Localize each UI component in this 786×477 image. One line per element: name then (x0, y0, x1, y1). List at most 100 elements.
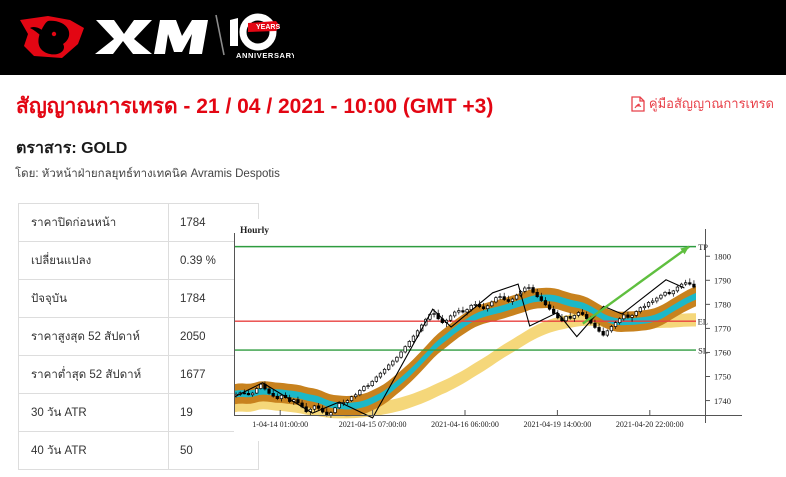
table-row: ราคาต่ำสุด 52 สัปดาห์ 1677 (18, 355, 259, 394)
candle-body (667, 291, 671, 295)
candle-body (568, 316, 572, 319)
candle-body (601, 330, 605, 336)
y-tick-label: 1780 (714, 300, 731, 310)
candle-body (675, 286, 680, 292)
candle-body (659, 294, 663, 299)
candle-body (461, 310, 465, 313)
chart-timeframe-label: Hourly (240, 226, 269, 236)
table-row: 30 วัน ATR 19 (18, 393, 259, 432)
candle-body (576, 312, 581, 316)
page-title: สัญญาณการเทรด - 21 / 04 / 2021 - 10:00 (… (16, 95, 494, 118)
candle-body (279, 394, 284, 399)
candle-body (250, 392, 255, 396)
candle-body (622, 314, 626, 320)
candle-body (407, 341, 411, 348)
candle-body (465, 309, 469, 313)
table-row: ราคาสูงสุด 52 สัปดาห์ 2050 (18, 317, 259, 356)
candle-body (382, 368, 387, 374)
svg-text:YEARS: YEARS (256, 24, 280, 31)
table-row: ราคาปิดก่อนหน้า 1784 (18, 203, 259, 242)
candle-body (510, 298, 515, 302)
row-label: 40 วัน ATR (18, 431, 169, 470)
zigzag-trendline (234, 279, 685, 419)
candle-body (486, 305, 490, 310)
candle-body (535, 291, 539, 298)
candle-body (399, 351, 403, 358)
candle-body (432, 313, 436, 315)
trading-signals-guide-link[interactable]: คู่มือสัญญาณการเทรด (631, 93, 774, 114)
candle-body (514, 294, 519, 300)
candle-body (638, 307, 642, 312)
row-label: 30 วัน ATR (18, 393, 169, 432)
site-header: YEARS ANNIVERSARY (0, 0, 786, 75)
candle-body (506, 299, 510, 302)
candle-body (481, 306, 486, 310)
candle-body (671, 290, 675, 295)
candle-body (609, 326, 614, 332)
level-label-EL: EL (698, 316, 708, 326)
xm-logo[interactable]: YEARS ANNIVERSARY (18, 8, 294, 66)
candle-body (457, 310, 461, 313)
candle-body (597, 327, 601, 332)
candle-body (585, 314, 589, 320)
candle-body (358, 390, 362, 396)
anniversary-badge: YEARS ANNIVERSARY (215, 13, 294, 60)
candle-body (329, 412, 333, 416)
candle-body (502, 296, 506, 300)
candle-body (593, 322, 597, 328)
forecast-arrow (582, 245, 690, 325)
candle-body (337, 403, 341, 409)
candle-body (613, 322, 618, 327)
candle-body (547, 304, 552, 310)
x-tick-label: 2021-04-20 22:00:00 (616, 420, 684, 429)
candle-body (494, 297, 498, 303)
candle-body (564, 316, 568, 322)
candle-body (630, 315, 634, 318)
candle-body (572, 315, 576, 319)
x-tick-label: 2021-04-15 07:00:00 (339, 420, 407, 429)
candle-body (490, 301, 494, 307)
candle-body (374, 376, 378, 382)
candle-body (316, 405, 321, 409)
candle-body (552, 308, 556, 314)
candle-body (531, 287, 535, 293)
candle-body (618, 318, 622, 323)
candle-body (473, 304, 477, 306)
candle-body (275, 395, 279, 399)
avramis-ribbon-bands (234, 286, 696, 419)
candle-body (688, 282, 692, 285)
candle-body (333, 407, 337, 413)
candle-body (626, 314, 630, 318)
candle-body (411, 335, 416, 342)
candle-body (267, 388, 271, 394)
candle-body (448, 315, 453, 321)
candle-body (259, 383, 263, 389)
candle-body (605, 330, 609, 336)
chart-axes: 1740 1750 1760 1770 1780 1790 1800 1-04-14 01:0… (234, 229, 742, 429)
candle-body (453, 311, 457, 317)
candle-body (246, 393, 251, 396)
table-row: ปัจจุบัน 1784 (18, 279, 259, 318)
candle-body (634, 311, 638, 316)
row-label: ราคาปิดก่อนหน้า (18, 203, 169, 242)
candle-body (378, 372, 383, 378)
candle-body (296, 399, 300, 404)
forecast-arrow-head (680, 246, 690, 255)
candle-body (543, 300, 548, 306)
candle-body (580, 312, 585, 315)
table-row: เปลี่ยนแปลง 0.39 % (18, 241, 259, 280)
candle-body (403, 346, 407, 353)
table-row: 40 วัน ATR 50 (18, 431, 259, 470)
candle-body (651, 300, 655, 303)
price-chart-panel[interactable]: TP EL SL 1740 1750 1760 1770 1780 1790 1800 1-04-… (234, 219, 774, 441)
candle-body (646, 302, 651, 307)
candle-body (354, 394, 358, 398)
candle-body (345, 400, 350, 403)
candle-body (325, 411, 329, 416)
candle-body (370, 380, 374, 387)
candle-body (539, 296, 543, 301)
candle-body (684, 282, 688, 285)
bull-head-logo-icon (20, 16, 84, 58)
x-tick-label: 2021-04-16 06:00:00 (431, 420, 499, 429)
candle-body (271, 393, 275, 397)
